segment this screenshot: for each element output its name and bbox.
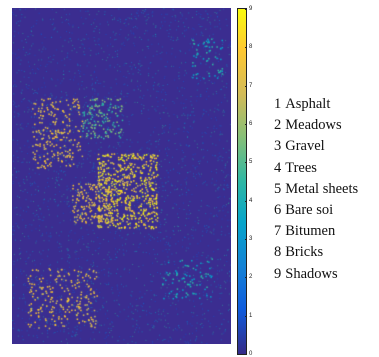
colorbar-tick-mark bbox=[245, 162, 247, 164]
colorbar-tick-label: 2 bbox=[249, 274, 253, 281]
legend-item: 2 Meadows bbox=[274, 117, 342, 134]
colorbar-tick-label: 0 bbox=[249, 351, 253, 357]
colorbar-tick-label: 4 bbox=[249, 197, 253, 204]
colorbar-tick-mark bbox=[245, 47, 247, 49]
legend-item: 9 Shadows bbox=[274, 265, 338, 282]
colorbar-tick-mark bbox=[245, 85, 247, 87]
colorbar-tick-mark bbox=[245, 315, 247, 317]
colorbar-tick-mark bbox=[245, 200, 247, 202]
colorbar-tick-label: 7 bbox=[249, 82, 253, 89]
colorbar-tick-label: 6 bbox=[249, 121, 253, 127]
legend-item: 5 Metal sheets bbox=[274, 180, 359, 197]
classification-map-canvas bbox=[12, 8, 231, 344]
legend-item: 8 Bricks bbox=[274, 244, 324, 261]
colorbar-tick-label: 5 bbox=[249, 159, 253, 166]
legend-item: 3 Gravel bbox=[274, 138, 325, 155]
classification-map bbox=[12, 8, 231, 344]
colorbar bbox=[237, 8, 247, 355]
colorbar-tick-label: 3 bbox=[249, 236, 253, 242]
colorbar-tick-mark bbox=[245, 9, 247, 10]
colorbar-tick-label: 1 bbox=[249, 312, 253, 319]
colorbar-tick-mark bbox=[245, 124, 247, 125]
colorbar-tick-label: 8 bbox=[249, 44, 253, 51]
legend-item: 6 Bare soi bbox=[274, 202, 334, 219]
legend-item: 4 Trees bbox=[274, 159, 317, 176]
colorbar-tick-mark bbox=[245, 277, 247, 279]
class-legend: 1 Asphalt 2 Meadows 3 Gravel 4 Trees 5 Metal … bbox=[274, 94, 358, 285]
colorbar-tick-mark bbox=[245, 239, 247, 240]
legend-item: 1 Asphalt bbox=[274, 96, 331, 112]
legend-item: 7 Bitumen bbox=[274, 223, 336, 240]
colorbar-tick-label: 9 bbox=[249, 6, 253, 12]
